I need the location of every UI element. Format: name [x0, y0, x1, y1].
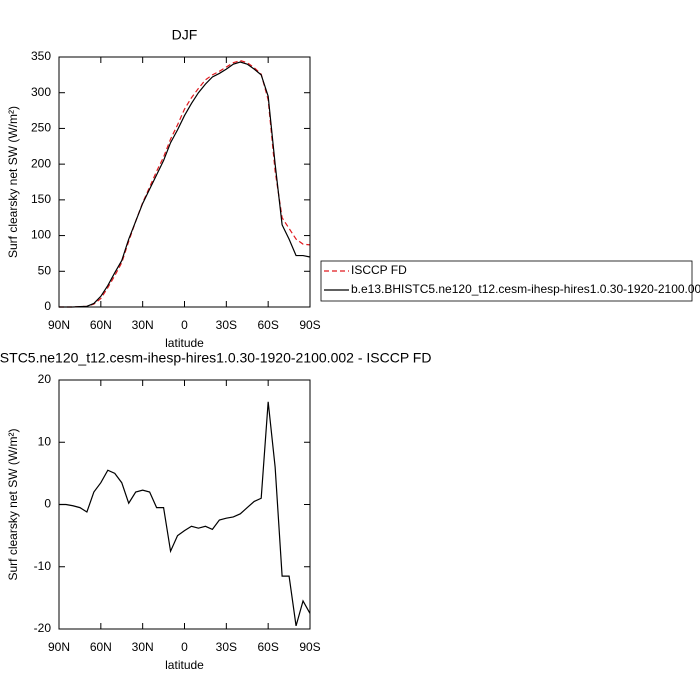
- y-tick-label: 200: [31, 156, 51, 170]
- x-tick-label: 90S: [299, 318, 320, 332]
- x-tick-label: 90N: [48, 318, 70, 332]
- y-tick-label: 100: [31, 228, 51, 242]
- x-tick-label: 90S: [299, 640, 320, 654]
- y-tick-label: 0: [44, 299, 51, 313]
- y-tick-label: -20: [34, 621, 52, 635]
- x-tick-label: 30S: [216, 640, 237, 654]
- y-tick-label: 50: [38, 263, 52, 277]
- y-tick-label: 150: [31, 192, 51, 206]
- y-tick-label: 0: [44, 497, 51, 511]
- legend-label: b.e13.BHISTC5.ne120_t12.cesm-ihesp-hires…: [351, 282, 700, 296]
- x-tick-label: 60S: [257, 318, 278, 332]
- chart-title: b.e13.BHISTC5.ne120_t12.cesm-ihesp-hires…: [0, 350, 431, 366]
- y-tick-label: 20: [38, 372, 52, 386]
- y-tick-label: 250: [31, 121, 51, 135]
- legend-label: ISCCP FD: [351, 263, 407, 277]
- x-axis-label: latitude: [165, 658, 204, 672]
- y-axis-label: Surf clearsky net SW (W/m²): [6, 106, 20, 258]
- plot-frame: [58, 379, 311, 630]
- x-axis-label: latitude: [165, 336, 204, 350]
- x-tick-label: 60N: [90, 318, 112, 332]
- chart-title: DJF: [172, 27, 198, 43]
- y-tick-label: 10: [38, 434, 52, 448]
- data-line: [59, 401, 311, 627]
- data-line: [59, 59, 311, 308]
- x-tick-label: 60N: [90, 640, 112, 654]
- x-tick-label: 90N: [48, 640, 70, 654]
- x-tick-label: 30N: [132, 640, 154, 654]
- legend-box: [320, 260, 693, 302]
- y-axis-label: Surf clearsky net SW (W/m²): [6, 428, 20, 580]
- y-tick-label: -10: [34, 559, 52, 573]
- x-tick-label: 0: [181, 318, 188, 332]
- plot-frame: [58, 56, 311, 308]
- y-tick-label: 350: [31, 49, 51, 63]
- x-tick-label: 30N: [132, 318, 154, 332]
- data-line: [59, 61, 311, 308]
- x-tick-label: 30S: [216, 318, 237, 332]
- x-tick-label: 60S: [257, 640, 278, 654]
- x-tick-label: 0: [181, 640, 188, 654]
- y-tick-label: 300: [31, 85, 51, 99]
